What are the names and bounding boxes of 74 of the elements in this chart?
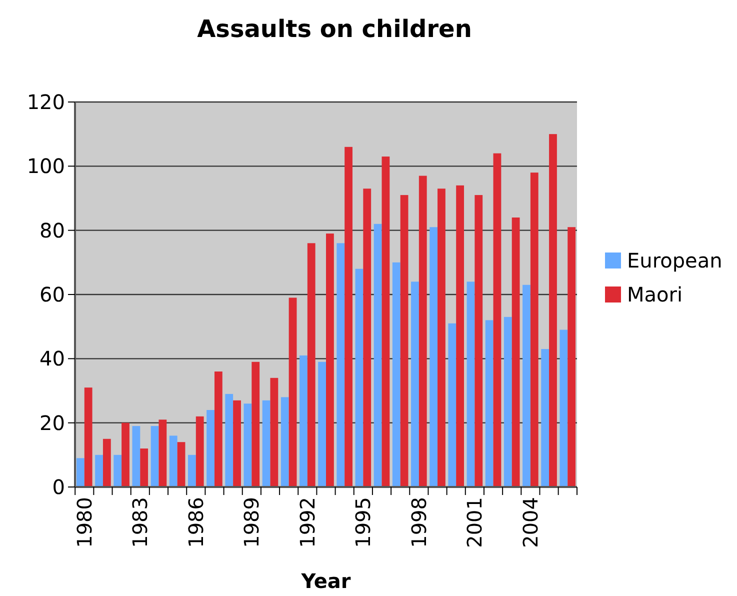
y-tick-label: 60 (40, 282, 65, 306)
bar (326, 234, 334, 487)
y-tick-label: 120 (26, 90, 65, 114)
bar (252, 362, 260, 487)
bar (169, 436, 178, 487)
bar (392, 262, 400, 487)
x-tick-label: 1992 (295, 497, 320, 548)
bar (568, 227, 576, 487)
bar (512, 218, 520, 487)
x-tick-label: 1998 (406, 497, 431, 548)
bar (493, 153, 502, 487)
bar (466, 282, 475, 487)
x-tick-label: 1995 (351, 497, 376, 548)
bar (280, 397, 289, 487)
bar (188, 454, 196, 487)
bar (214, 372, 222, 487)
x-tick-label: 1983 (128, 497, 152, 548)
bar (244, 404, 252, 487)
y-tick-label: 20 (40, 410, 65, 435)
bar (132, 426, 140, 487)
bar (344, 146, 352, 487)
chart-title: Assaults on children (197, 15, 472, 43)
bar (233, 400, 241, 487)
bar (549, 134, 557, 487)
bar (76, 458, 84, 487)
bar (150, 426, 159, 487)
bar (318, 362, 326, 487)
y-tick-label: 40 (40, 346, 65, 371)
bar (270, 378, 278, 487)
bar (300, 355, 308, 487)
x-axis-title: Year (300, 569, 351, 593)
y-tick-label: 100 (26, 154, 65, 178)
bar (122, 422, 130, 487)
legend-label: Maori (627, 282, 683, 306)
bar (158, 420, 167, 487)
bar (262, 400, 270, 487)
bar (438, 188, 446, 487)
bar (307, 243, 316, 487)
legend-label: European (627, 248, 722, 272)
bar (84, 388, 92, 487)
bar (225, 394, 234, 487)
bar (206, 410, 214, 487)
bar (560, 330, 568, 487)
x-tick-label: 1986 (184, 497, 208, 548)
bar (374, 224, 382, 487)
x-tick-label: 2004 (518, 497, 542, 548)
bar (522, 284, 530, 487)
bar (485, 320, 494, 487)
bar (95, 454, 103, 487)
bar (448, 323, 456, 487)
bar (530, 172, 538, 487)
bar (382, 156, 390, 487)
bar (102, 438, 111, 487)
bar (363, 188, 372, 487)
bar (418, 176, 427, 487)
bar (177, 442, 186, 487)
x-tick-label: 2001 (462, 497, 487, 548)
bar (196, 416, 204, 487)
bar (474, 195, 483, 487)
bar (355, 268, 364, 487)
bar (541, 349, 550, 487)
y-tick-label: 0 (52, 475, 65, 499)
y-tick-label: 80 (40, 218, 65, 242)
bar (140, 448, 148, 487)
bar (114, 454, 122, 487)
bar (288, 298, 297, 487)
x-tick-label: 1989 (240, 497, 264, 548)
bar (456, 185, 464, 487)
bar (430, 227, 438, 487)
bar (411, 282, 419, 487)
bar (504, 316, 512, 487)
x-tick-label: 1980 (72, 497, 96, 548)
bar (400, 195, 408, 487)
bar (336, 243, 345, 487)
